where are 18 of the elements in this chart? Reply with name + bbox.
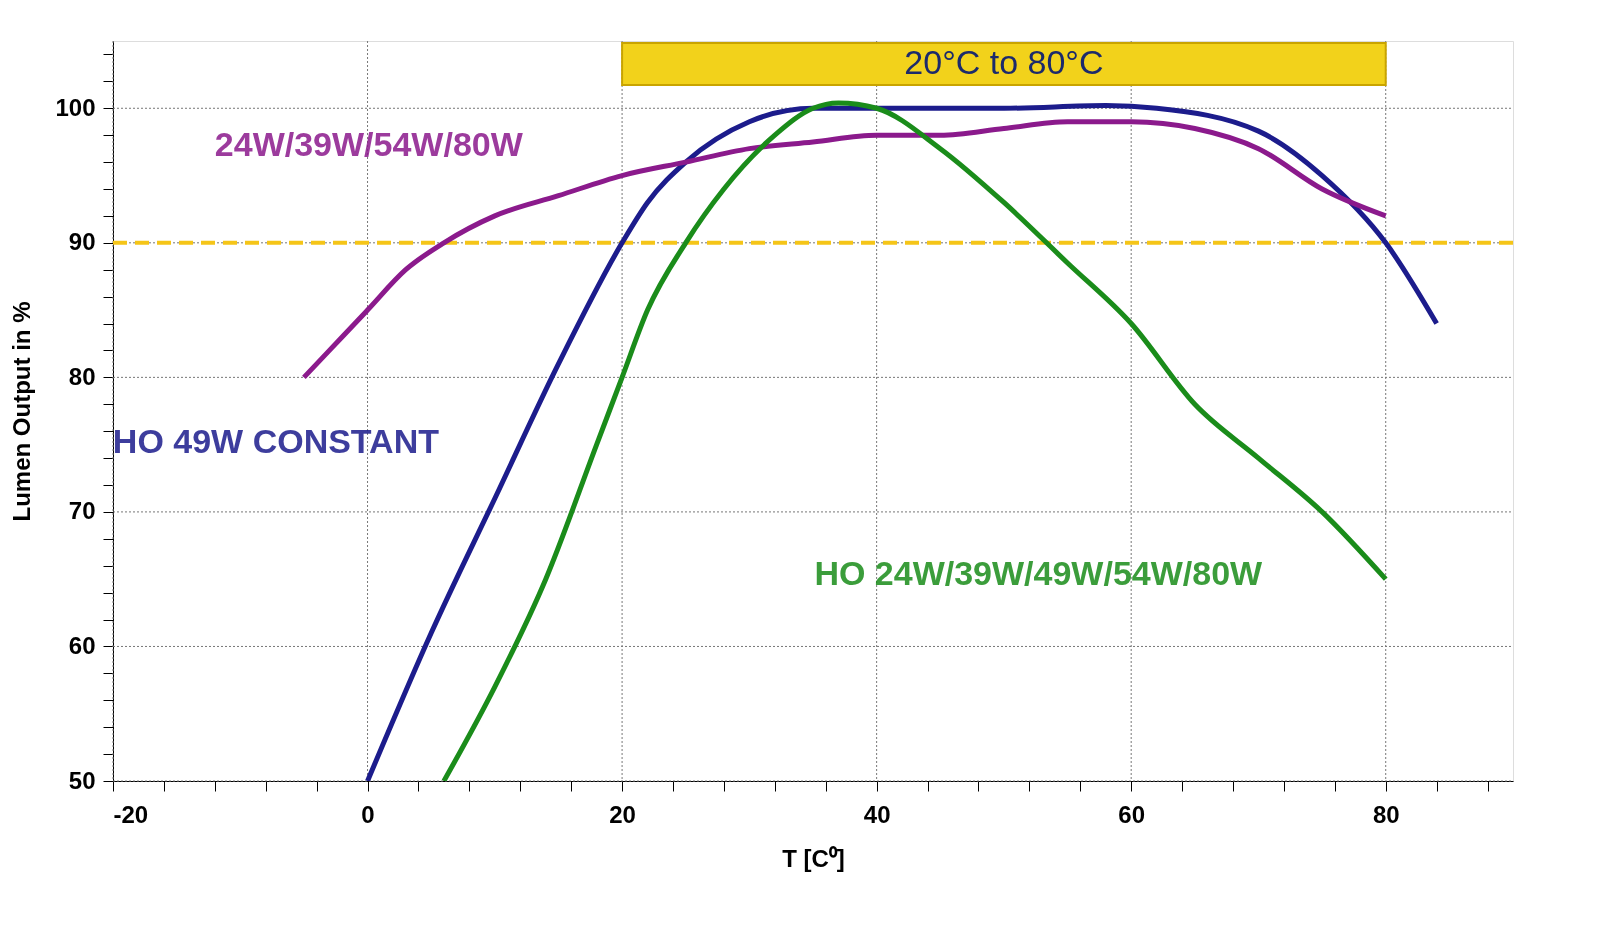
x-tick-label: 0 bbox=[361, 800, 375, 828]
y-tick-label: 90 bbox=[68, 228, 96, 256]
x-tick-label: 60 bbox=[1118, 800, 1146, 828]
text: HO 24W/39W/49W/54W/80W bbox=[814, 554, 1264, 593]
y-axis-title: Lumen Output in % bbox=[8, 301, 36, 522]
x-tick-label: 20 bbox=[609, 800, 636, 828]
y-tick-label: 70 bbox=[68, 497, 96, 525]
x-tick-label: -20 bbox=[113, 800, 149, 828]
x-tick-label: 40 bbox=[863, 800, 891, 828]
y-tick-label: 60 bbox=[68, 631, 96, 659]
series-label: 24W/39W/54W/80W bbox=[214, 124, 524, 163]
y-tick-label: 50 bbox=[68, 766, 96, 794]
x-axis-title: T [C⁰] bbox=[782, 844, 845, 872]
x-tick-label: 80 bbox=[1372, 800, 1400, 828]
band-label: 20°C to 80°C bbox=[904, 43, 1104, 81]
series-label: HO 49W CONSTANT bbox=[112, 422, 440, 461]
y-tick-label: 80 bbox=[68, 362, 96, 390]
y-tick-label: 100 bbox=[55, 93, 96, 121]
